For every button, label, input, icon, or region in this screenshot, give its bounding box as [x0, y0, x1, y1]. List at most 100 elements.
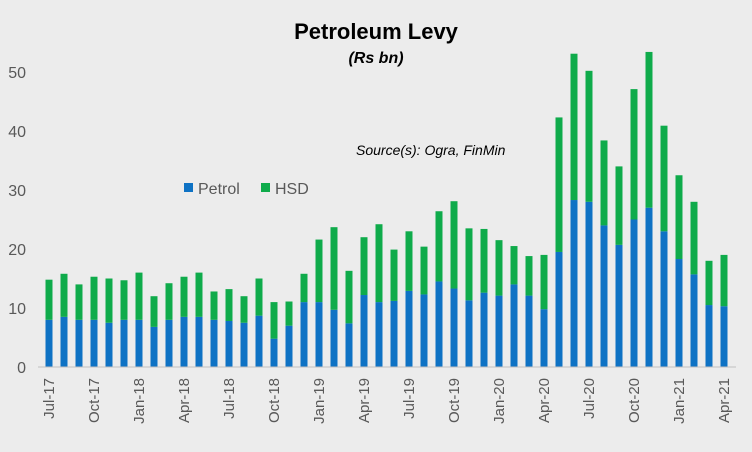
x-tick-label: Oct-20: [626, 378, 643, 423]
bar-petrol-May-18: [195, 316, 203, 367]
bar-hsd-Oct-17: [90, 276, 98, 320]
bar-petrol-Aug-20: [600, 225, 608, 367]
source-annotation: Source(s): Ogra, FinMin: [356, 142, 506, 158]
bar-petrol-Aug-19: [420, 294, 428, 367]
bar-petrol-Jul-17: [45, 319, 53, 367]
bar-hsd-Aug-20: [600, 140, 608, 226]
bar-petrol-Feb-20: [510, 284, 518, 367]
x-tick-label: Apr-20: [536, 378, 553, 423]
bar-petrol-Dec-18: [300, 302, 308, 367]
legend-label-hsd: HSD: [275, 181, 309, 198]
bar-petrol-Jul-20: [585, 201, 593, 367]
x-tick-label: Jan-20: [491, 378, 508, 424]
x-tick-label: Jul-19: [401, 378, 418, 419]
bar-petrol-Nov-18: [285, 325, 293, 367]
bar-petrol-Apr-18: [180, 316, 188, 367]
bar-petrol-Jul-18: [225, 320, 233, 367]
x-tick-label: Apr-21: [716, 378, 733, 423]
bar-hsd-Jan-20: [495, 240, 503, 296]
bar-hsd-Jun-19: [390, 249, 398, 301]
bar-petrol-Sep-17: [75, 319, 83, 367]
bar-hsd-Dec-17: [120, 280, 128, 320]
bar-petrol-Apr-20: [540, 309, 548, 367]
bar-petrol-Nov-20: [645, 207, 653, 367]
y-tick-label: 50: [8, 65, 26, 82]
bar-hsd-Oct-20: [630, 89, 638, 220]
y-tick-label: 40: [8, 124, 26, 141]
bar-hsd-Feb-19: [330, 227, 338, 310]
bar-petrol-Jun-18: [210, 319, 218, 367]
bar-hsd-Apr-21: [720, 254, 728, 307]
bar-hsd-Sep-20: [615, 166, 623, 245]
bar-hsd-Dec-19: [480, 228, 488, 293]
bar-petrol-Oct-20: [630, 219, 638, 367]
bar-hsd-Jun-20: [570, 53, 578, 201]
bar-hsd-Dec-20: [660, 125, 668, 232]
bar-petrol-Aug-18: [240, 322, 248, 367]
bar-petrol-Dec-20: [660, 231, 668, 367]
bar-hsd-Nov-20: [645, 51, 653, 208]
bar-hsd-Aug-19: [420, 246, 428, 295]
x-tick-label: Jul-20: [581, 378, 598, 419]
bar-hsd-Mar-19: [345, 270, 353, 324]
bar-petrol-Jan-19: [315, 302, 323, 367]
bar-petrol-Sep-20: [615, 244, 623, 367]
x-tick-label: Jan-21: [671, 378, 688, 424]
bar-hsd-May-20: [555, 117, 563, 252]
bar-hsd-Jul-19: [405, 231, 413, 291]
bar-petrol-Mar-21: [705, 305, 713, 367]
bar-hsd-Mar-21: [705, 260, 713, 306]
y-axis: 0 10 20 30 40 50: [8, 65, 26, 377]
bar-petrol-Oct-19: [450, 288, 458, 367]
bar-petrol-Mar-20: [525, 295, 533, 367]
bar-petrol-May-20: [555, 251, 563, 367]
bar-petrol-Sep-18: [255, 315, 263, 367]
bar-hsd-Jul-17: [45, 279, 53, 320]
y-tick-label: 0: [17, 360, 26, 377]
bar-petrol-Apr-21: [720, 306, 728, 367]
bar-hsd-Jan-18: [135, 272, 143, 320]
x-tick-label: Oct-18: [266, 378, 283, 423]
bar-petrol-Feb-21: [690, 274, 698, 367]
bar-hsd-Jul-18: [225, 289, 233, 321]
bar-hsd-Sep-19: [435, 211, 443, 282]
bar-hsd-Nov-17: [105, 278, 113, 323]
bar-hsd-Nov-18: [285, 301, 293, 326]
x-tick-label: Apr-19: [356, 378, 373, 423]
bar-petrol-Jan-20: [495, 295, 503, 367]
chart-title: Petroleum Levy: [294, 19, 459, 44]
legend-label-petrol: Petrol: [198, 181, 240, 198]
bar-hsd-Oct-18: [270, 302, 278, 339]
bar-hsd-Oct-19: [450, 201, 458, 289]
bar-hsd-Dec-18: [300, 273, 308, 303]
bar-hsd-Feb-20: [510, 246, 518, 285]
chart-subtitle: (Rs bn): [348, 50, 403, 67]
bar-petrol-Jun-19: [390, 300, 398, 367]
x-tick-label: Jul-17: [41, 378, 58, 419]
x-tick-label: Jul-18: [221, 378, 238, 419]
bar-hsd-Apr-20: [540, 254, 548, 310]
x-axis: Jul-17 Oct-17 Jan-18 Apr-18 Jul-18 Oct-18 Jan-…: [41, 378, 733, 424]
bar-petrol-Dec-19: [480, 292, 488, 367]
bar-petrol-Apr-19: [360, 295, 368, 367]
x-tick-label: Oct-17: [86, 378, 103, 423]
y-tick-label: 10: [8, 301, 26, 318]
bar-hsd-Mar-20: [525, 256, 533, 296]
bar-hsd-Apr-19: [360, 237, 368, 296]
y-tick-label: 20: [8, 242, 26, 259]
bar-hsd-Jun-18: [210, 291, 218, 320]
bar-hsd-Sep-18: [255, 278, 263, 316]
bar-petrol-Jan-21: [675, 259, 683, 367]
bar-petrol-Feb-18: [150, 326, 158, 367]
bar-hsd-May-18: [195, 272, 203, 317]
bar-hsd-Apr-18: [180, 276, 188, 317]
bars: [45, 51, 728, 367]
bar-petrol-Oct-17: [90, 319, 98, 367]
x-tick-label: Jan-18: [131, 378, 148, 424]
x-tick-label: Oct-19: [446, 378, 463, 423]
bar-hsd-Sep-17: [75, 284, 83, 320]
bar-petrol-Feb-19: [330, 309, 338, 367]
bar-petrol-Jul-19: [405, 290, 413, 367]
legend: Petrol HSD: [184, 181, 309, 198]
